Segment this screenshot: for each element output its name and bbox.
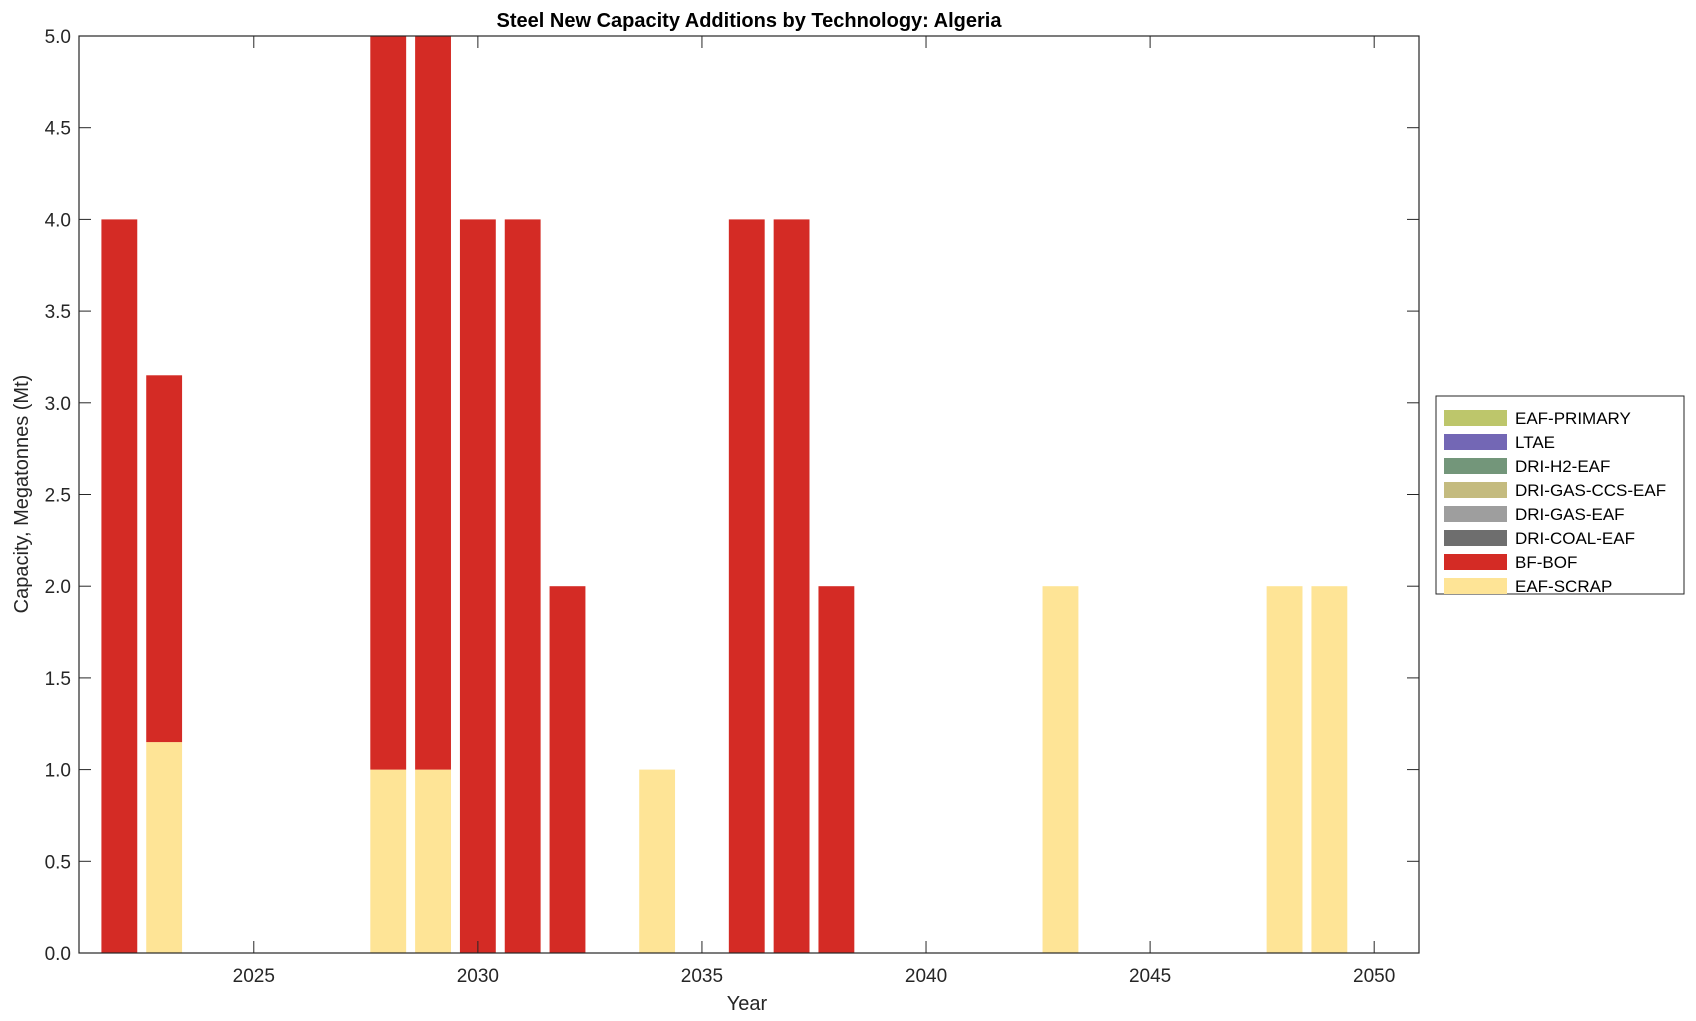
- bar-eaf-scrap-2049: [1311, 586, 1348, 953]
- bar-eaf-scrap-2043: [1042, 586, 1079, 953]
- x-tick-label: 2045: [1129, 966, 1171, 987]
- legend-swatch-ltae: [1444, 434, 1507, 450]
- y-tick-label: 4.0: [45, 210, 71, 231]
- bar-bf-bof-2023: [146, 375, 183, 743]
- y-tick-label: 1.0: [45, 761, 71, 782]
- legend-label-bf-bof: BF-BOF: [1515, 553, 1577, 572]
- legend-swatch-dri-coal-eaf: [1444, 530, 1507, 546]
- bars: [101, 36, 1348, 953]
- legend-label-dri-gas-eaf: DRI-GAS-EAF: [1515, 505, 1625, 524]
- y-tick-label: 3.0: [45, 394, 71, 415]
- chart-title: Steel New Capacity Additions by Technolo…: [497, 10, 1003, 32]
- y-tick-label: 1.5: [45, 669, 71, 690]
- x-tick-label: 2040: [905, 966, 947, 987]
- legend-label-eaf-scrap: EAF-SCRAP: [1515, 577, 1612, 596]
- legend-label-ltae: LTAE: [1515, 433, 1555, 452]
- bar-eaf-scrap-2023: [146, 742, 183, 953]
- bar-bf-bof-2030: [459, 219, 496, 953]
- bar-bf-bof-2028: [370, 36, 407, 770]
- bar-bf-bof-2031: [504, 219, 541, 953]
- x-tick-label: 2025: [233, 966, 275, 987]
- y-tick-label: 0.0: [45, 944, 71, 965]
- y-tick-label: 3.5: [45, 302, 71, 323]
- legend-swatch-eaf-primary: [1444, 410, 1507, 426]
- bar-eaf-scrap-2048: [1266, 586, 1303, 953]
- y-tick-label: 2.0: [45, 577, 71, 598]
- y-axis-label: Capacity, Megatonnes (Mt): [11, 375, 33, 614]
- x-tick-label: 2030: [457, 966, 499, 987]
- bar-bf-bof-2032: [549, 586, 586, 953]
- axes: 0.0 0.5 1.0 1.5 2.0 2.5 3.0 3.5 4.0 4.5 5.0 2025 203…: [45, 27, 1420, 987]
- legend-swatch-eaf-scrap: [1444, 578, 1507, 594]
- bar-bf-bof-2037: [773, 219, 810, 953]
- bar-bf-bof-2036: [728, 219, 765, 953]
- legend-label-dri-coal-eaf: DRI-COAL-EAF: [1515, 529, 1635, 548]
- y-tick-label: 5.0: [45, 27, 71, 48]
- legend-label-dri-gas-ccs-eaf: DRI-GAS-CCS-EAF: [1515, 481, 1666, 500]
- bar-eaf-scrap-2028: [370, 769, 407, 953]
- y-tick-label: 2.5: [45, 486, 71, 507]
- bar-bf-bof-2022: [101, 219, 138, 953]
- x-axis-label: Year: [727, 993, 768, 1015]
- bar-bf-bof-2029: [415, 36, 451, 770]
- x-tick-label: 2035: [681, 966, 723, 987]
- legend-swatch-dri-h2-eaf: [1444, 458, 1507, 474]
- x-tick-label: 2050: [1353, 966, 1395, 987]
- legend-label-dri-h2-eaf: DRI-H2-EAF: [1515, 457, 1610, 476]
- legend: EAF-PRIMARY LTAE DRI-H2-EAF DRI-GAS-CCS-EAF…: [1435, 395, 1685, 596]
- y-tick-label: 0.5: [45, 852, 71, 873]
- legend-swatch-dri-gas-eaf: [1444, 506, 1507, 522]
- legend-swatch-bf-bof: [1444, 554, 1507, 570]
- legend-swatch-dri-gas-ccs-eaf: [1444, 482, 1507, 498]
- legend-label-eaf-primary: EAF-PRIMARY: [1515, 409, 1631, 428]
- bar-eaf-scrap-2029: [415, 769, 451, 953]
- y-tick-label: 4.5: [45, 119, 71, 140]
- bar-eaf-scrap-2034: [639, 769, 676, 953]
- bar-bf-bof-2038: [818, 586, 855, 953]
